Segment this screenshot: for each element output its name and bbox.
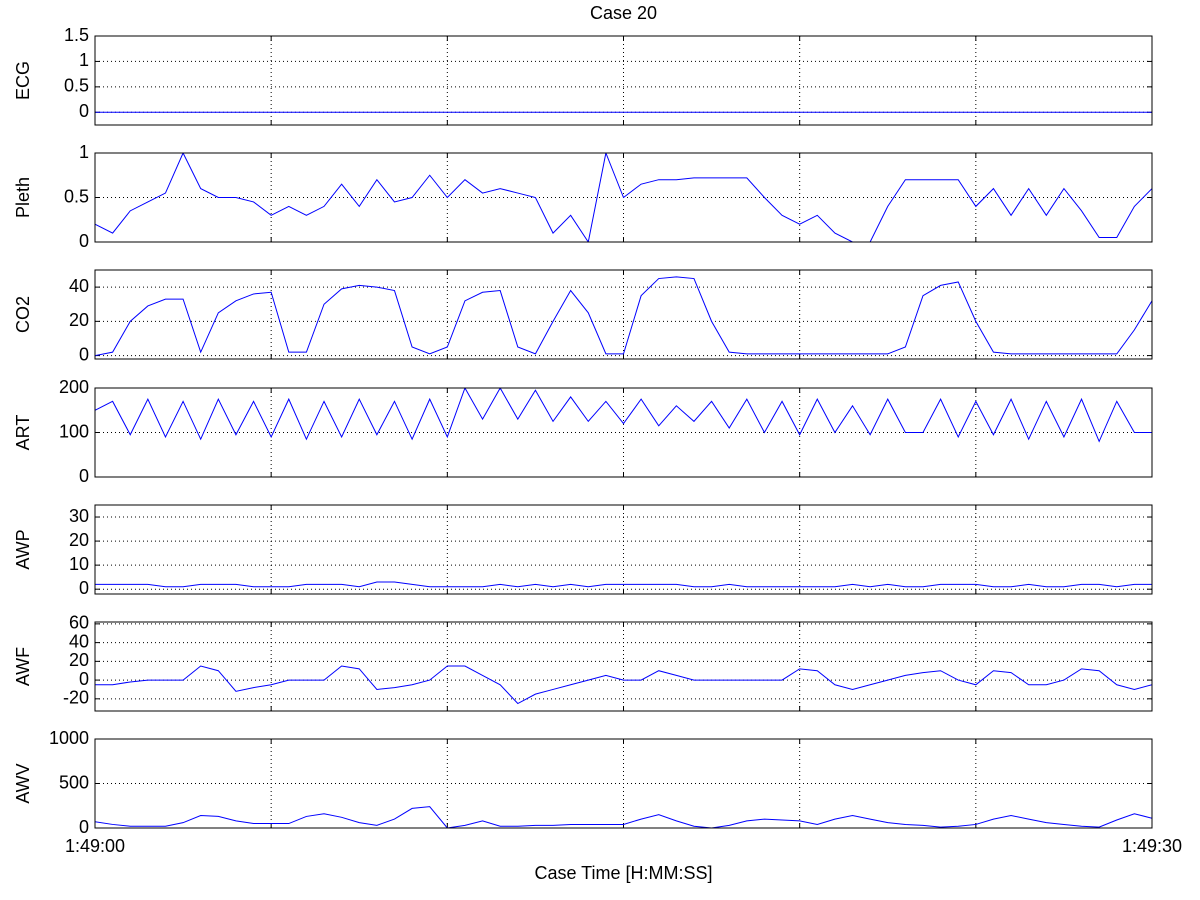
data-line xyxy=(95,581,1152,588)
plot-frame xyxy=(94,269,1153,360)
plot-frame xyxy=(94,504,1153,595)
y-tick-label: 20 xyxy=(69,650,89,670)
y-tick-label: 0 xyxy=(79,231,89,251)
y-axis-label: AWF xyxy=(13,647,33,686)
data-line xyxy=(95,806,1152,828)
y-tick-label: 60 xyxy=(69,613,89,633)
y-tick-label: -20 xyxy=(63,688,89,708)
y-axis-label: AWP xyxy=(13,529,33,569)
data-line xyxy=(95,276,1152,357)
y-tick-label: 10 xyxy=(69,554,89,574)
plot-frame xyxy=(94,738,1153,829)
y-tick-label: 1000 xyxy=(49,728,89,748)
chart-title: Case 20 xyxy=(590,3,657,23)
plot-frame xyxy=(94,152,1153,243)
y-tick-label: 40 xyxy=(69,276,89,296)
plot-frame xyxy=(94,35,1153,126)
y-tick-label: 1.5 xyxy=(64,25,89,45)
y-tick-label: 500 xyxy=(59,772,89,792)
y-tick-label: 0.5 xyxy=(64,186,89,206)
y-tick-label: 100 xyxy=(59,421,89,441)
x-axis-label: Case Time [H:MM:SS] xyxy=(534,863,712,883)
y-tick-label: 0.5 xyxy=(64,76,89,96)
y-axis-label: Pleth xyxy=(13,177,33,218)
data-line xyxy=(95,153,1152,242)
data-line xyxy=(95,388,1152,443)
y-tick-label: 40 xyxy=(69,631,89,651)
y-tick-label: 200 xyxy=(59,377,89,397)
y-tick-label: 20 xyxy=(69,530,89,550)
y-axis-label: ART xyxy=(13,415,33,451)
y-tick-label: 0 xyxy=(79,669,89,689)
y-tick-label: 1 xyxy=(79,142,89,162)
data-line xyxy=(95,665,1152,705)
y-axis-label: CO2 xyxy=(13,296,33,333)
plot-frame xyxy=(94,621,1153,712)
y-tick-label: 0 xyxy=(79,466,89,486)
y-tick-label: 0 xyxy=(79,344,89,364)
y-tick-label: 0 xyxy=(79,101,89,121)
plot-frame xyxy=(94,387,1153,478)
x-tick-label: 1:49:00 xyxy=(65,836,125,856)
y-tick-label: 30 xyxy=(69,506,89,526)
y-axis-label: AWV xyxy=(13,763,33,803)
y-tick-label: 20 xyxy=(69,310,89,330)
y-tick-label: 1 xyxy=(79,50,89,70)
y-tick-label: 0 xyxy=(79,578,89,598)
x-tick-label: 1:49:30 xyxy=(1122,836,1182,856)
y-tick-label: 0 xyxy=(79,817,89,837)
y-axis-label: ECG xyxy=(13,61,33,100)
